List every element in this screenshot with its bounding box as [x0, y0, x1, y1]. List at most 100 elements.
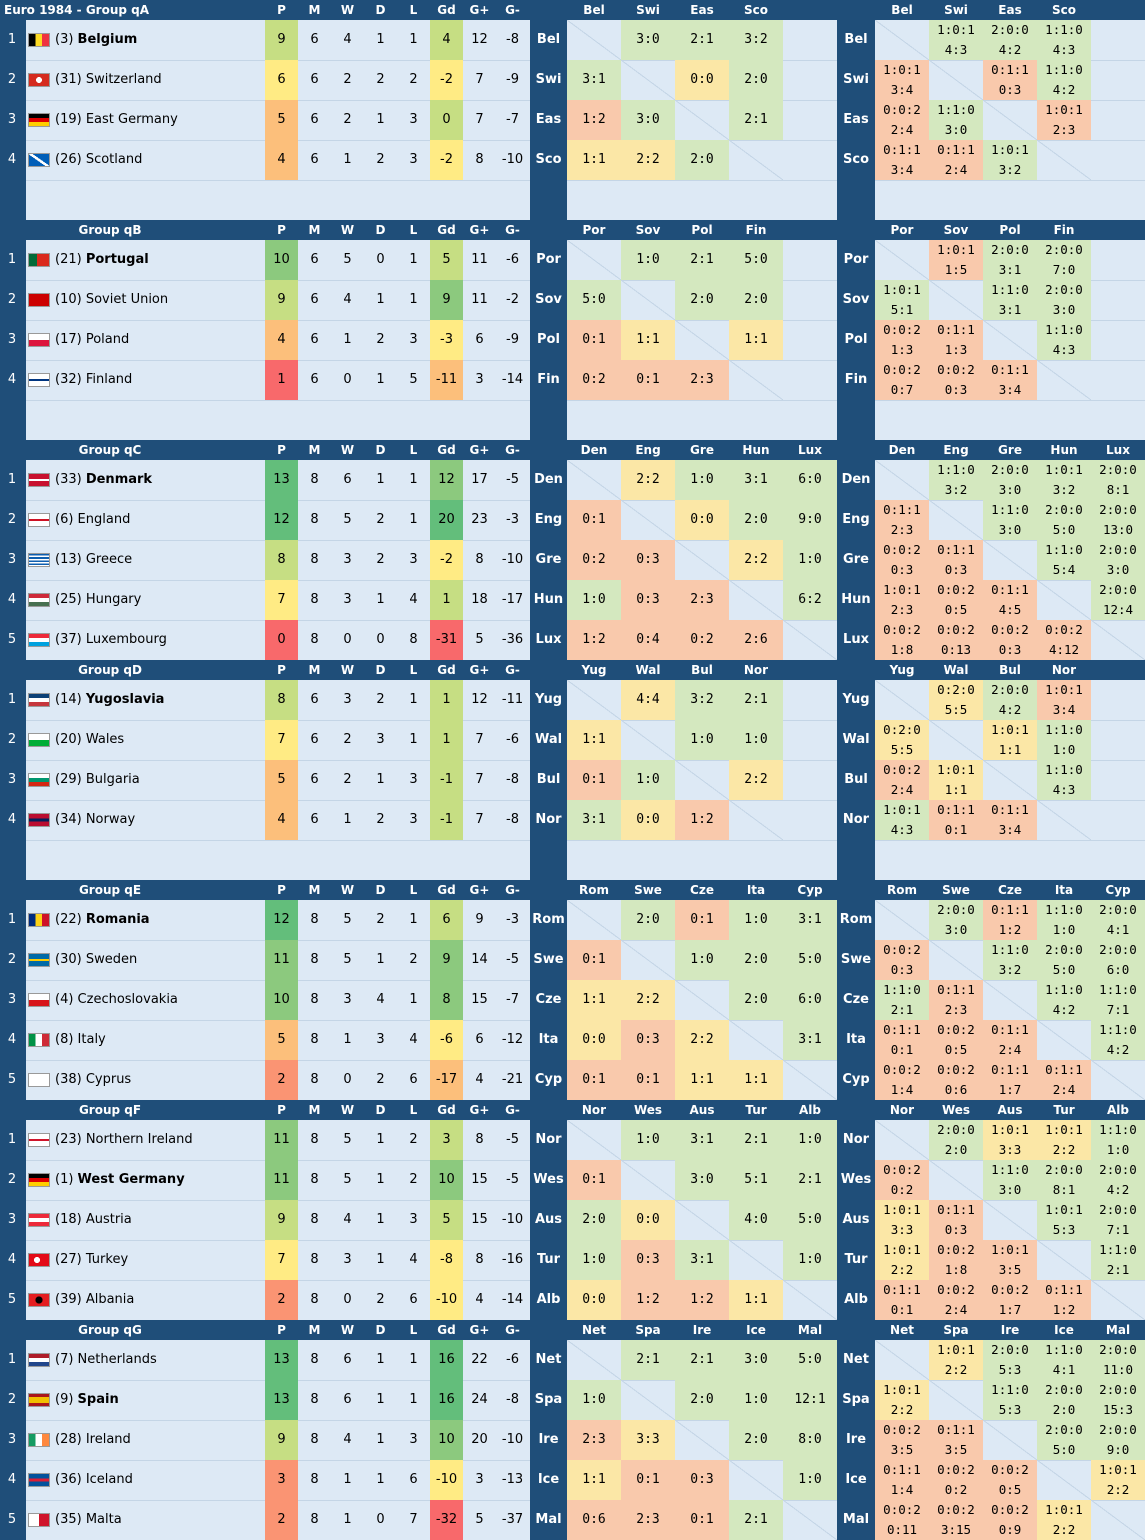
match-detail[interactable]: 1:1:0 4:3	[1037, 760, 1091, 800]
match-result[interactable]: 3:0	[729, 1340, 783, 1380]
match-result[interactable]: 2:1	[729, 100, 783, 140]
match-detail[interactable]: 1:0:1 1:1	[929, 760, 983, 800]
match-detail[interactable]: 1:1:0 3:2	[929, 460, 983, 500]
match-result[interactable]: 2:2	[729, 760, 783, 800]
match-result[interactable]: 0:1	[567, 500, 621, 540]
match-result[interactable]: 2:0	[675, 140, 729, 180]
match-detail[interactable]: 0:0:2 0:3	[875, 540, 929, 580]
match-detail[interactable]: 1:1:0 1:0	[1091, 1120, 1145, 1160]
match-detail[interactable]: 1:1:0 5:3	[983, 1380, 1037, 1420]
match-detail[interactable]: 2:0:0 9:0	[1091, 1420, 1145, 1460]
match-result[interactable]: 2:1	[729, 1120, 783, 1160]
match-detail[interactable]: 0:1:1 3:4	[983, 360, 1037, 400]
match-result[interactable]: 5:0	[783, 1340, 837, 1380]
match-detail[interactable]: 1:1:0 4:3	[1037, 20, 1091, 60]
match-result[interactable]: 0:1	[567, 760, 621, 800]
match-result[interactable]: 1:2	[675, 800, 729, 840]
team-row[interactable]: (23) Northern Ireland	[26, 1120, 264, 1160]
match-detail[interactable]: 0:1:1 1:2	[983, 900, 1037, 940]
team-row[interactable]: (32) Finland	[26, 360, 264, 400]
match-detail[interactable]: 2:0:0 4:2	[983, 20, 1037, 60]
match-detail[interactable]: 1:0:1 2:3	[875, 580, 929, 620]
match-detail[interactable]: 1:1:0 3:0	[983, 1160, 1037, 1200]
match-result[interactable]: 0:0	[675, 60, 729, 100]
match-result[interactable]: 1:1	[567, 140, 621, 180]
match-detail[interactable]: 1:1:0 1:0	[1037, 900, 1091, 940]
match-result[interactable]: 0:3	[621, 1020, 675, 1060]
match-result[interactable]: 1:0	[729, 720, 783, 760]
match-detail[interactable]: 1:0:1 1:1	[983, 720, 1037, 760]
team-row[interactable]: (10) Soviet Union	[26, 280, 264, 320]
match-result[interactable]: 1:2	[621, 1280, 675, 1320]
team-row[interactable]: (38) Cyprus	[26, 1060, 264, 1100]
match-result[interactable]: 6:0	[783, 460, 837, 500]
match-detail[interactable]: 1:0:1 3:4	[875, 60, 929, 100]
match-result[interactable]: 1:1	[675, 1060, 729, 1100]
match-detail[interactable]: 1:0:1 1:5	[929, 240, 983, 280]
match-result[interactable]: 3:0	[621, 20, 675, 60]
team-row[interactable]: (37) Luxembourg	[26, 620, 264, 660]
match-result[interactable]: 2:1	[675, 240, 729, 280]
match-detail[interactable]: 2:0:0 15:3	[1091, 1380, 1145, 1420]
match-result[interactable]: 1:0	[783, 1460, 837, 1500]
match-detail[interactable]: 1:1:0 3:1	[983, 280, 1037, 320]
match-result[interactable]: 2:0	[567, 1200, 621, 1240]
match-detail[interactable]: 1:0:1 2:2	[875, 1240, 929, 1280]
match-detail[interactable]: 2:0:0 12:4	[1091, 580, 1145, 620]
match-detail[interactable]: 0:1:1 1:4	[875, 1460, 929, 1500]
match-result[interactable]: 3:1	[783, 900, 837, 940]
match-detail[interactable]: 1:0:1 2:2	[1037, 1500, 1091, 1540]
match-result[interactable]: 2:2	[729, 540, 783, 580]
match-detail[interactable]: 0:1:1 0:3	[983, 60, 1037, 100]
match-detail[interactable]: 1:1:0 4:2	[1037, 60, 1091, 100]
match-detail[interactable]: 1:0:1 2:2	[875, 1380, 929, 1420]
team-row[interactable]: (13) Greece	[26, 540, 264, 580]
match-detail[interactable]: 1:1:0 4:1	[1037, 1340, 1091, 1380]
match-result[interactable]: 0:3	[621, 1240, 675, 1280]
team-row[interactable]: (27) Turkey	[26, 1240, 264, 1280]
match-detail[interactable]: 1:0:1 2:2	[1091, 1460, 1145, 1500]
match-result[interactable]: 1:0	[675, 460, 729, 500]
match-result[interactable]: 3:1	[783, 1020, 837, 1060]
match-result[interactable]: 0:3	[675, 1460, 729, 1500]
match-result[interactable]: 2:0	[675, 1380, 729, 1420]
match-result[interactable]: 0:1	[621, 1060, 675, 1100]
match-detail[interactable]: 1:0:1 5:1	[875, 280, 929, 320]
team-row[interactable]: (1) West Germany	[26, 1160, 264, 1200]
match-detail[interactable]: 1:1:0 4:2	[1091, 1020, 1145, 1060]
match-detail[interactable]: 0:1:1 2:4	[983, 1020, 1037, 1060]
team-row[interactable]: (20) Wales	[26, 720, 264, 760]
match-result[interactable]: 3:0	[675, 1160, 729, 1200]
match-result[interactable]: 2:0	[729, 280, 783, 320]
match-detail[interactable]: 1:0:1 2:2	[1037, 1120, 1091, 1160]
match-detail[interactable]: 2:0:0 11:0	[1091, 1340, 1145, 1380]
match-result[interactable]: 4:0	[729, 1200, 783, 1240]
team-row[interactable]: (9) Spain	[26, 1380, 264, 1420]
match-result[interactable]: 2:1	[675, 20, 729, 60]
team-row[interactable]: (39) Albania	[26, 1280, 264, 1320]
match-result[interactable]: 2:0	[675, 280, 729, 320]
team-row[interactable]: (18) Austria	[26, 1200, 264, 1240]
match-result[interactable]: 3:2	[729, 20, 783, 60]
match-detail[interactable]: 2:0:0 4:2	[1091, 1160, 1145, 1200]
match-detail[interactable]: 1:1:0 4:2	[1037, 980, 1091, 1020]
match-result[interactable]: 2:1	[783, 1160, 837, 1200]
match-detail[interactable]: 0:1:1 1:2	[1037, 1280, 1091, 1320]
match-detail[interactable]: 1:0:1 3:5	[983, 1240, 1037, 1280]
match-result[interactable]: 1:2	[675, 1280, 729, 1320]
match-result[interactable]: 2:0	[729, 1420, 783, 1460]
match-detail[interactable]: 1:0:1 3:2	[983, 140, 1037, 180]
match-detail[interactable]: 0:1:1 1:7	[983, 1060, 1037, 1100]
match-detail[interactable]: 0:1:1 0:3	[929, 540, 983, 580]
match-detail[interactable]: 1:1:0 3:0	[929, 100, 983, 140]
match-result[interactable]: 3:1	[729, 460, 783, 500]
match-detail[interactable]: 2:0:0 13:0	[1091, 500, 1145, 540]
match-detail[interactable]: 0:1:1 0:1	[875, 1280, 929, 1320]
match-result[interactable]: 2:0	[729, 60, 783, 100]
team-row[interactable]: (17) Poland	[26, 320, 264, 360]
match-result[interactable]: 0:1	[567, 1060, 621, 1100]
match-result[interactable]: 5:0	[783, 1200, 837, 1240]
match-result[interactable]: 1:0	[567, 580, 621, 620]
match-result[interactable]: 1:1	[567, 980, 621, 1020]
match-detail[interactable]: 2:0:0 6:0	[1091, 940, 1145, 980]
